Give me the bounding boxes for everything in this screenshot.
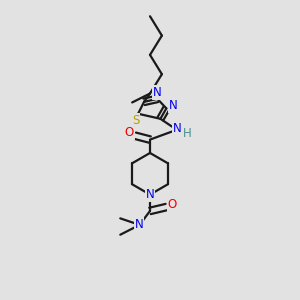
Text: O: O [168, 198, 177, 211]
Text: N: N [169, 99, 178, 112]
Text: N: N [135, 218, 143, 230]
Text: H: H [183, 127, 191, 140]
Text: N: N [146, 188, 154, 201]
Text: S: S [132, 114, 140, 128]
Text: N: N [173, 122, 182, 135]
Text: O: O [124, 126, 134, 139]
Text: N: N [153, 86, 162, 99]
